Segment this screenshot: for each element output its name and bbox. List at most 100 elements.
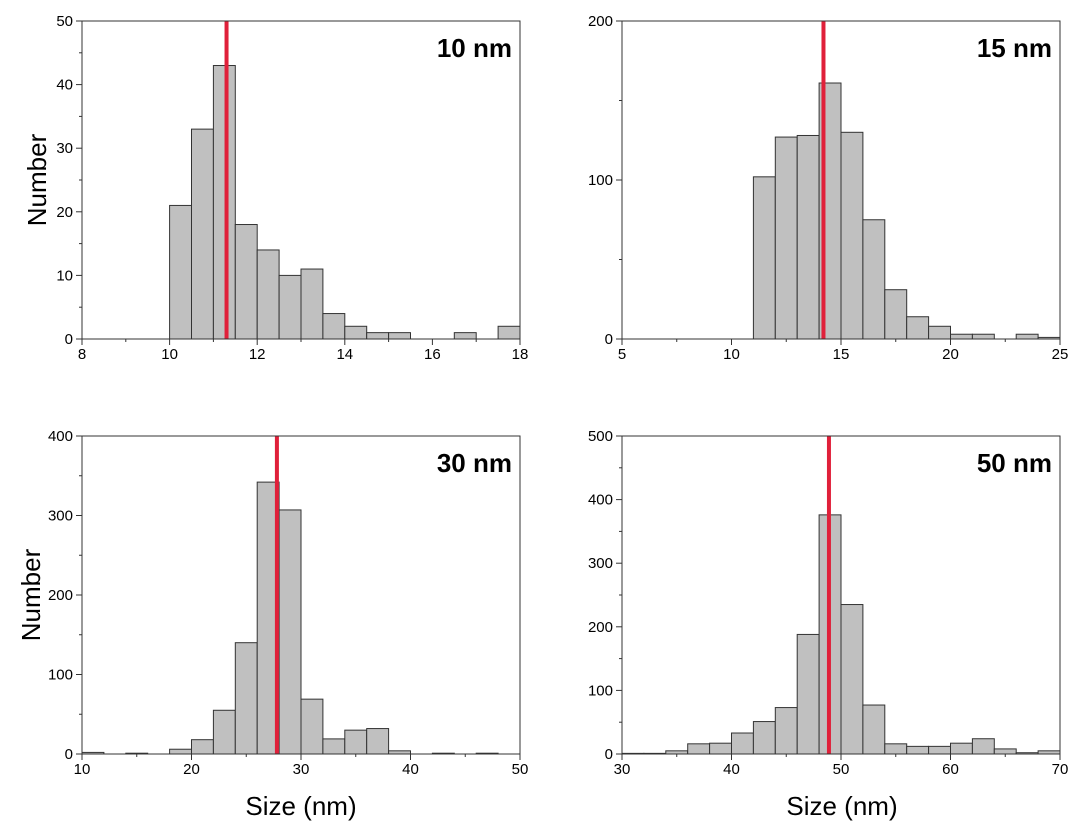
x-tick-label: 8 xyxy=(78,346,86,363)
histogram-bar xyxy=(840,131,864,340)
y-tick-label: 30 xyxy=(56,140,73,157)
x-tick-label: 20 xyxy=(942,346,959,363)
y-axis-title-bottom: Number xyxy=(16,548,46,641)
histogram-bar xyxy=(497,325,521,340)
histogram-bar xyxy=(993,748,1017,755)
x-tick-label: 14 xyxy=(336,346,353,363)
histogram-bar xyxy=(453,332,477,340)
histogram-bar xyxy=(169,748,193,755)
histogram-bar xyxy=(256,249,280,340)
x-tick-label: 25 xyxy=(1052,346,1069,363)
histogram-bar xyxy=(366,728,390,755)
histogram-bar xyxy=(774,707,798,755)
x-tick-label: 18 xyxy=(512,346,529,363)
histogram-bar xyxy=(278,509,302,755)
histogram-bar xyxy=(344,325,368,340)
histogram-bar xyxy=(169,204,193,340)
histogram-panel: 10 20 30 40 50 0 100 200 300 400 30 nm xyxy=(48,428,528,778)
y-tick-label: 0 xyxy=(605,331,613,348)
x-tick-label: 10 xyxy=(161,346,178,363)
y-tick-label: 400 xyxy=(588,492,613,509)
histogram-bar xyxy=(971,333,995,340)
histogram-bar xyxy=(388,332,412,340)
x-tick-label: 70 xyxy=(1052,761,1069,778)
histogram-bar xyxy=(709,742,732,755)
histogram-panel: 8 10 12 14 16 18 0 10 20 30 40 50 10 nm xyxy=(56,13,528,363)
histogram-bar xyxy=(300,698,324,755)
y-tick-label: 0 xyxy=(65,746,73,763)
x-axis-title-left: Size (nm) xyxy=(245,791,356,821)
histogram-bar xyxy=(752,176,776,340)
histogram-bar xyxy=(344,729,368,755)
histogram-bar xyxy=(840,604,864,755)
y-tick-label: 0 xyxy=(605,746,613,763)
histogram-bar xyxy=(322,738,346,755)
histogram-bar xyxy=(884,743,908,755)
histogram-bar xyxy=(906,316,930,340)
histogram-bar xyxy=(191,128,214,340)
y-tick-label: 40 xyxy=(56,77,73,94)
histogram-panel: 5 10 15 20 25 0 100 200 15 nm xyxy=(588,13,1068,363)
panel-size-label: 30 nm xyxy=(437,448,512,478)
y-axis-title-top: Number xyxy=(22,133,52,226)
x-tick-label: 50 xyxy=(512,761,529,778)
histogram-bar xyxy=(366,332,390,340)
x-tick-label: 50 xyxy=(833,761,850,778)
histogram-bar xyxy=(971,738,995,755)
x-tick-label: 30 xyxy=(293,761,310,778)
x-tick-label: 60 xyxy=(942,761,959,778)
x-tick-label: 20 xyxy=(183,761,200,778)
y-tick-label: 500 xyxy=(588,428,613,445)
y-tick-label: 50 xyxy=(56,13,73,30)
y-tick-label: 100 xyxy=(48,667,73,684)
histogram-bar xyxy=(212,709,236,755)
histogram-bar xyxy=(796,633,820,755)
histogram-bar xyxy=(796,134,820,340)
x-tick-label: 10 xyxy=(74,761,91,778)
x-axis-title-right: Size (nm) xyxy=(786,791,897,821)
histogram-bar xyxy=(234,642,258,755)
x-tick-label: 10 xyxy=(723,346,740,363)
y-tick-label: 400 xyxy=(48,428,73,445)
x-tick-label: 12 xyxy=(249,346,266,363)
x-tick-label: 5 xyxy=(618,346,626,363)
panel-size-label: 10 nm xyxy=(437,33,512,63)
histogram-bar xyxy=(906,745,930,755)
y-tick-label: 200 xyxy=(48,587,73,604)
histogram-bar xyxy=(928,325,951,340)
histogram-bar xyxy=(191,739,214,755)
y-tick-label: 200 xyxy=(588,13,613,30)
histogram-bar xyxy=(731,732,754,755)
y-tick-label: 200 xyxy=(588,619,613,636)
histogram-bar xyxy=(862,704,886,755)
histogram-bar xyxy=(322,313,346,340)
y-tick-label: 100 xyxy=(588,172,613,189)
y-tick-label: 300 xyxy=(48,508,73,525)
x-tick-label: 40 xyxy=(723,761,740,778)
histogram-bar xyxy=(234,224,258,340)
x-tick-label: 15 xyxy=(833,346,850,363)
histogram-bar xyxy=(278,274,302,340)
x-tick-label: 16 xyxy=(424,346,441,363)
histogram-bar xyxy=(884,289,908,340)
histogram-bar xyxy=(1015,333,1039,340)
x-tick-label: 40 xyxy=(402,761,419,778)
histogram-bar xyxy=(950,742,973,755)
y-tick-label: 20 xyxy=(56,204,73,221)
y-tick-label: 100 xyxy=(588,682,613,699)
histogram-bar xyxy=(212,65,236,340)
histogram-bar xyxy=(752,721,776,755)
histogram-bar xyxy=(928,745,951,755)
y-tick-label: 10 xyxy=(56,267,73,284)
histogram-bar xyxy=(774,136,798,340)
panel-size-label: 50 nm xyxy=(977,448,1052,478)
y-tick-label: 0 xyxy=(65,331,73,348)
y-tick-label: 300 xyxy=(588,555,613,572)
histogram-bar xyxy=(300,268,324,340)
histogram-bar xyxy=(862,219,886,340)
x-tick-label: 30 xyxy=(614,761,631,778)
histogram-bar xyxy=(687,743,711,755)
histogram-panel: 30 40 50 60 70 0 100 200 300 400 500 50 nm xyxy=(588,428,1068,778)
